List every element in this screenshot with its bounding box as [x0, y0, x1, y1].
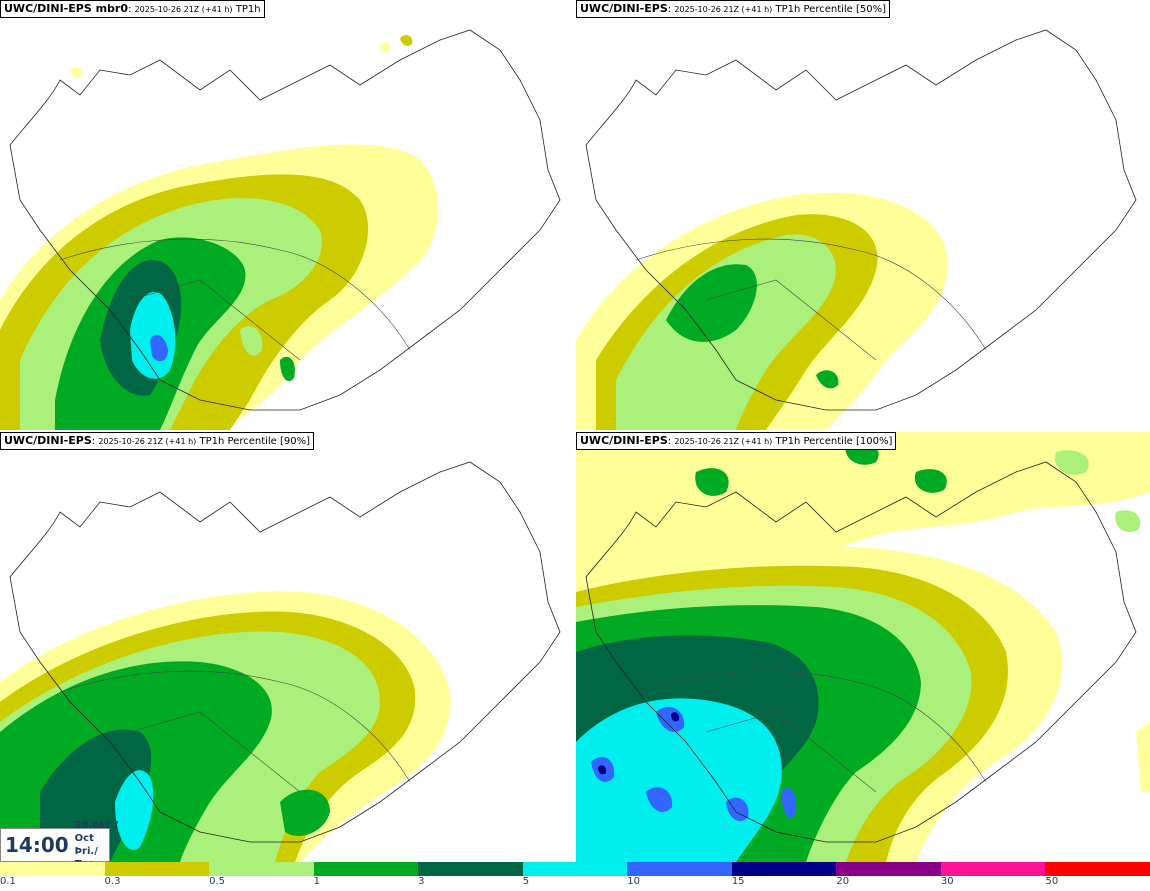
- iceland-outline-p50: [585, 29, 1137, 411]
- legend-swatch: [418, 862, 523, 876]
- valid-date-line1: 28.okt./ Oct: [74, 820, 119, 844]
- product-name: TP1h Percentile [100%]: [775, 436, 893, 447]
- valid-time: 14:00: [5, 833, 69, 857]
- legend-swatch: [1045, 862, 1150, 876]
- iceland-outline-p100: [585, 461, 1137, 843]
- legend-label: 10: [627, 876, 640, 887]
- legend-swatch: [209, 862, 314, 876]
- legend-swatch: [940, 862, 1046, 876]
- legend-label: 0.5: [209, 876, 225, 887]
- legend-swatch: [627, 862, 732, 876]
- panel-title-p50: UWC/DINI-EPS: 2025-10-26 21Z (+41 h) TP1…: [576, 0, 891, 18]
- model-name: UWC/DINI-EPS mbr0: [4, 2, 128, 15]
- valid-time-box: 14:00 28.okt./ Oct Þri./ Tue: [0, 820, 118, 870]
- run-time: 2025-10-26 21Z (+41 h): [134, 5, 233, 14]
- legend-swatch: [731, 862, 837, 876]
- legend-label: 30: [940, 876, 954, 887]
- legend-label: 0.3: [104, 876, 121, 887]
- precip-legend: [0, 862, 1150, 876]
- legend-swatch: [0, 862, 105, 876]
- legend-label: 0.1: [0, 876, 16, 887]
- legend-swatch: [522, 862, 628, 876]
- model-name: UWC/DINI-EPS: [4, 434, 92, 447]
- run-time: 2025-10-26 21Z (+41 h): [98, 437, 197, 446]
- model-name: UWC/DINI-EPS: [580, 2, 668, 15]
- precip-map-p100: [576, 432, 1150, 862]
- precip-map-p90: [0, 591, 451, 862]
- legend-label: 3: [418, 876, 425, 887]
- run-time: 2025-10-26 21Z (+41 h): [674, 5, 773, 14]
- legend-swatch: [104, 862, 210, 876]
- precip-map-mbr0: [0, 35, 439, 430]
- map-panel-mbr0: UWC/DINI-EPS mbr0: 2025-10-26 21Z (+41 h…: [0, 0, 574, 430]
- legend-swatch: [313, 862, 419, 876]
- precip-map-p50: [576, 192, 948, 430]
- iceland-outline-p90: [9, 461, 561, 843]
- legend-label: 15: [731, 876, 745, 887]
- product-name: TP1h: [235, 4, 261, 15]
- legend-label: 1: [313, 876, 320, 887]
- legend-label: 20: [836, 876, 850, 887]
- legend-label: 50: [1045, 876, 1059, 887]
- legend-swatch: [836, 862, 941, 876]
- run-time: 2025-10-26 21Z (+41 h): [674, 437, 773, 446]
- map-panel-p100: UWC/DINI-EPS: 2025-10-26 21Z (+41 h) TP1…: [576, 432, 1150, 862]
- map-panel-p50: UWC/DINI-EPS: 2025-10-26 21Z (+41 h) TP1…: [576, 0, 1150, 430]
- product-name: TP1h Percentile [90%]: [199, 436, 311, 447]
- map-panel-p90: UWC/DINI-EPS: 2025-10-26 21Z (+41 h) TP1…: [0, 432, 574, 862]
- iceland-outline-mbr0: [9, 29, 561, 411]
- panel-title-mbr0: UWC/DINI-EPS mbr0: 2025-10-26 21Z (+41 h…: [0, 0, 265, 18]
- legend-label: 5: [522, 876, 530, 887]
- panel-title-p100: UWC/DINI-EPS: 2025-10-26 21Z (+41 h) TP1…: [576, 432, 897, 450]
- precip-legend-labels: 0.1 0.3 0.5 1 3 5 10 15 20 30 50: [0, 876, 1150, 890]
- panel-title-p90: UWC/DINI-EPS: 2025-10-26 21Z (+41 h) TP1…: [0, 432, 315, 450]
- product-name: TP1h Percentile [50%]: [775, 4, 887, 15]
- model-name: UWC/DINI-EPS: [580, 434, 668, 447]
